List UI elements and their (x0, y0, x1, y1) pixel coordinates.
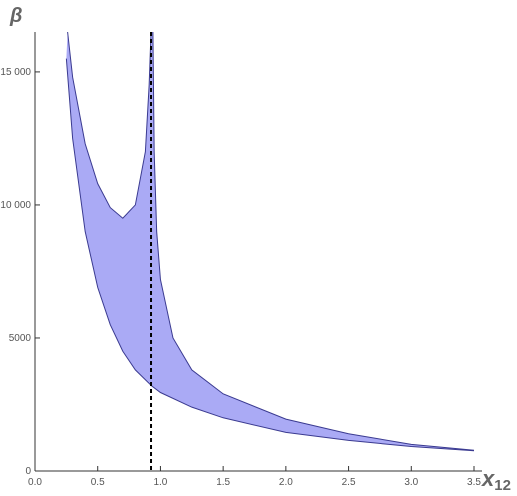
x-tick-label: 0.5 (91, 477, 105, 488)
x-tick-label: 3.5 (467, 477, 481, 488)
x-tick-label: 1.5 (216, 477, 230, 488)
y-tick-label: 15 000 (0, 67, 31, 78)
boundary-curve (67, 31, 152, 219)
region-fill (66, 32, 474, 451)
x-tick-label: 0.0 (28, 477, 42, 488)
x-tick-label: 2.5 (342, 477, 356, 488)
y-tick-label: 10 000 (0, 200, 31, 211)
y-axis-label: β (9, 5, 22, 27)
x-tick-label: 3.0 (404, 477, 418, 488)
x-label-subscript: 12 (494, 477, 511, 491)
x-tick-label: 2.0 (279, 477, 293, 488)
boundary-curve (152, 31, 475, 451)
y-tick-label: 5000 (9, 333, 32, 344)
x-tick-label: 1.0 (153, 477, 167, 488)
x-axis-label: x12 (481, 466, 511, 491)
x-label-main: x (481, 466, 495, 491)
y-tick-label: 0 (25, 466, 31, 477)
